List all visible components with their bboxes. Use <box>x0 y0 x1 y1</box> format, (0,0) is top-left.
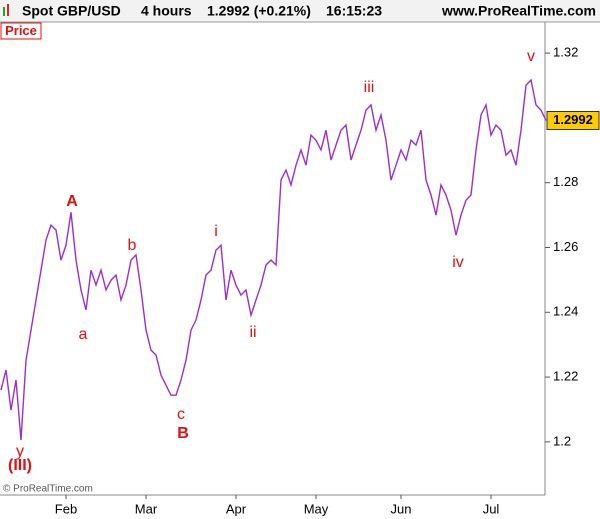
wave-label: i <box>214 223 218 240</box>
panel-label-box <box>0 22 42 40</box>
timeframe: 4 hours <box>141 3 192 19</box>
site: www.ProRealTime.com <box>441 3 596 19</box>
panel-label: Price <box>5 23 37 38</box>
y-tick-label: 1.32 <box>553 45 578 60</box>
x-tick-label: May <box>304 501 329 516</box>
wave-label: y <box>16 443 24 460</box>
wave-label: a <box>79 326 88 343</box>
x-tick-label: Feb <box>55 501 77 516</box>
wave-label: (III) <box>8 457 32 474</box>
x-tick-label: Apr <box>226 501 247 516</box>
last-price-label: 1.2992 <box>553 112 593 127</box>
y-tick-label: 1.26 <box>553 239 578 254</box>
y-tick-label: 1.22 <box>553 369 578 384</box>
y-tick-label: 1.2 <box>553 433 571 448</box>
y-tick-label: 1.24 <box>553 304 578 319</box>
time: 16:15:23 <box>326 3 382 19</box>
wave-label: B <box>177 425 189 442</box>
copyright: © ProRealTime.com <box>3 484 93 495</box>
logo <box>3 4 9 16</box>
wave-label: ii <box>249 324 256 341</box>
price-line <box>0 78 547 440</box>
wave-label: v <box>527 48 535 65</box>
x-tick-label: Jun <box>391 501 412 516</box>
wave-label: A <box>66 193 78 210</box>
wave-label: iv <box>452 254 464 271</box>
wave-label: b <box>128 237 137 254</box>
x-tick-label: Jul <box>483 501 500 516</box>
quote: 1.2992 (+0.21%) <box>207 3 311 19</box>
y-tick-label: 1.28 <box>553 174 578 189</box>
wave-label: iii <box>364 79 375 96</box>
wave-label: c <box>177 406 185 423</box>
header-bar <box>0 0 600 22</box>
x-tick-label: Mar <box>135 501 158 516</box>
last-price-box <box>546 110 600 130</box>
symbol: Spot GBP/USD <box>22 3 121 19</box>
